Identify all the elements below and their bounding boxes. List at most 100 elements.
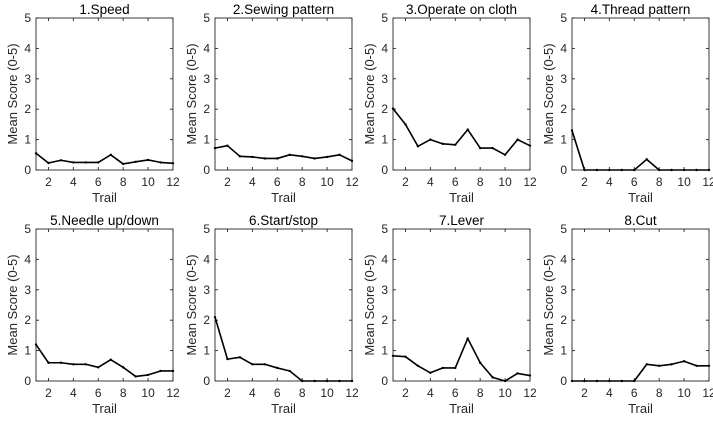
x-tick-label: 12 [702,386,713,400]
y-tick-label: 4 [24,252,31,266]
data-point [404,355,407,358]
y-tick-label: 0 [203,374,210,388]
data-point [608,168,611,172]
y-tick-label: 2 [560,102,567,116]
data-point [146,158,150,162]
axes-box [392,17,531,171]
data-point [466,128,469,131]
y-tick-label: 4 [560,252,567,266]
data-point [338,379,341,383]
data-point [633,168,636,172]
axes-box [571,228,710,382]
data-point [159,161,162,164]
data-point [121,162,125,166]
y-tick-label: 5 [381,11,388,25]
data-point [583,379,586,383]
data-point [657,168,661,172]
x-tick-label: 10 [498,386,512,400]
y-tick-label: 1 [203,133,210,147]
y-tick-label: 1 [560,344,567,358]
x-tick-label: 2 [224,386,231,400]
data-point [84,161,88,164]
data-point [313,379,316,383]
data-point [429,371,432,374]
subplot-title: 4.Thread pattern [591,2,691,17]
x-tick-label: 4 [427,175,434,189]
data-point [570,379,574,383]
subplot-title: 8.Cut [624,213,657,228]
x-axis-title: Trail [271,401,296,416]
x-tick-label: 6 [274,175,281,189]
data-point [657,364,661,367]
data-point [171,162,175,165]
data-point [583,168,586,172]
data-point [251,363,254,366]
data-point [325,379,329,383]
data-line [35,152,174,165]
x-tick-label: 10 [320,386,334,400]
y-tick-label: 5 [203,11,210,25]
x-tick-label: 8 [120,386,127,400]
data-point [528,374,532,377]
y-axis-title: Mean Score (0-5) [5,254,20,355]
y-tick-label: 1 [24,133,31,147]
data-point [72,363,75,366]
x-tick-label: 4 [70,175,77,189]
x-tick-label: 2 [581,386,588,400]
data-point [97,366,100,369]
y-tick-label: 0 [560,163,567,177]
data-point [146,373,150,377]
x-tick-label: 6 [631,175,638,189]
y-tick-label: 5 [203,222,210,236]
data-point [570,129,574,132]
x-tick-label: 2 [224,175,231,189]
x-tick-label: 6 [452,386,459,400]
x-tick-label: 8 [656,175,663,189]
data-point [300,155,304,158]
y-axis-title: Mean Score (0-5) [5,43,20,144]
data-point [97,161,100,164]
data-point [47,161,50,165]
subplot-title: 5.Needle up/down [50,213,159,228]
data-point [288,153,291,156]
x-tick-label: 6 [631,386,638,400]
axes-box [392,228,531,382]
y-tick-label: 3 [381,283,388,297]
data-point [620,379,624,383]
x-tick-label: 4 [606,386,613,400]
y-tick-label: 2 [24,313,31,327]
data-point [682,168,686,172]
data-point [109,153,112,156]
axes-box [571,17,710,171]
x-tick-label: 4 [606,175,613,189]
data-point [491,146,494,150]
x-tick-label: 2 [45,386,52,400]
x-tick-label: 8 [656,386,663,400]
y-tick-label: 5 [381,222,388,236]
y-tick-label: 3 [203,72,210,86]
data-point [454,143,457,146]
y-tick-label: 4 [203,41,210,55]
data-point [503,379,507,383]
x-tick-label: 8 [477,386,484,400]
data-point [213,146,217,150]
data-point [213,315,217,319]
x-tick-label: 12 [523,175,537,189]
data-point [276,366,279,370]
x-tick-label: 6 [274,386,281,400]
data-point [109,358,112,361]
data-point [595,379,599,383]
data-point [134,160,137,163]
x-tick-label: 10 [498,175,512,189]
x-tick-label: 12 [345,175,359,189]
data-point [682,360,686,363]
y-axis-title: Mean Score (0-5) [541,254,556,355]
data-point [695,168,698,172]
x-tick-label: 2 [402,386,409,400]
data-point [300,379,304,383]
